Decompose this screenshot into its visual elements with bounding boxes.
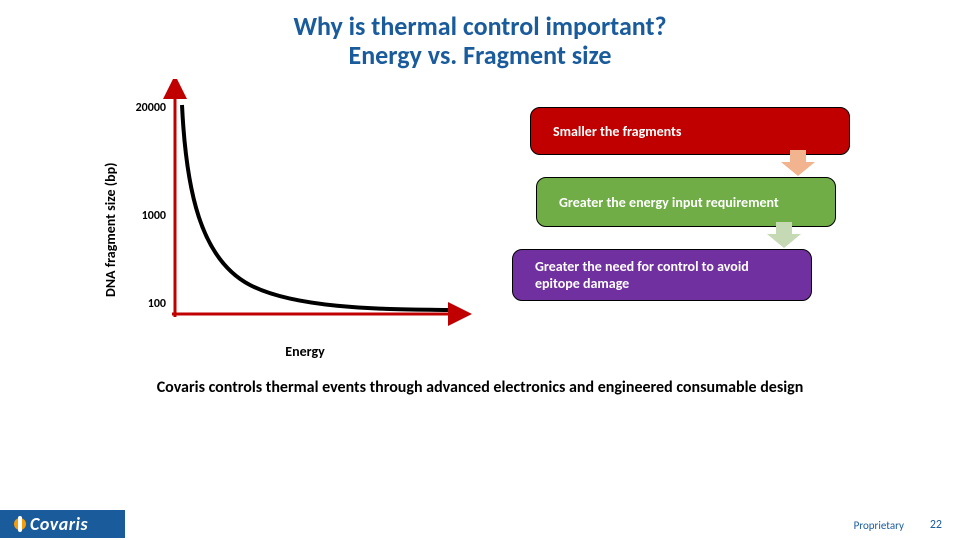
- title-line1: Why is thermal control important?: [0, 12, 960, 41]
- chart: DNA fragment size (bp) 20000 1000 100: [0, 79, 490, 339]
- curve: [182, 105, 448, 310]
- box-greater-control: Greater the need for control to avoid ep…: [512, 249, 812, 301]
- title-line2: Energy vs. Fragment size: [0, 41, 960, 70]
- box-text-0: Smaller the fragments: [553, 123, 681, 140]
- content-row: DNA fragment size (bp) 20000 1000 100 Sm…: [0, 79, 960, 339]
- proprietary-label: Proprietary: [854, 519, 904, 532]
- ytick-2: 100: [118, 297, 166, 311]
- arrow-1: [767, 222, 801, 248]
- slide-title: Why is thermal control important? Energy…: [0, 0, 960, 69]
- callout-boxes: Smaller the fragments Greater the energy…: [490, 79, 890, 339]
- logo-text: Covaris: [30, 513, 88, 535]
- box-text-2: Greater the need for control to avoid ep…: [535, 258, 755, 292]
- logo-bar: Covaris: [0, 510, 125, 538]
- chart-svg: [0, 79, 480, 329]
- x-axis-label: Energy: [60, 343, 550, 360]
- arrow-0: [781, 150, 815, 176]
- page-number: 22: [930, 518, 942, 532]
- logo-icon: [14, 518, 26, 530]
- footer: Covaris Proprietary 22: [0, 508, 960, 540]
- box-smaller-fragments: Smaller the fragments: [530, 107, 850, 155]
- box-greater-energy: Greater the energy input requirement: [536, 177, 836, 227]
- statement: Covaris controls thermal events through …: [0, 378, 960, 397]
- ytick-1: 1000: [118, 209, 166, 223]
- box-text-1: Greater the energy input requirement: [559, 194, 779, 211]
- ytick-0: 20000: [118, 101, 166, 115]
